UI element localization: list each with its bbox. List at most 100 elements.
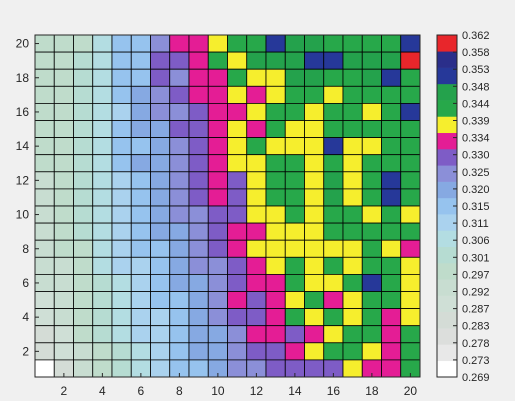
heatmap-cell xyxy=(169,51,190,70)
heatmap-cell xyxy=(246,137,267,156)
heatmap-cell xyxy=(227,239,248,258)
heatmap-cell xyxy=(130,188,151,207)
colorbar-segment xyxy=(437,35,457,52)
colorbar-tick-label: 0.334 xyxy=(462,133,490,145)
heatmap-cell xyxy=(111,137,132,156)
heatmap-cell xyxy=(53,256,74,275)
heatmap-cell xyxy=(92,256,113,275)
y-tick-label: 10 xyxy=(16,208,30,222)
colorbar-tick-label: 0.315 xyxy=(462,201,490,213)
heatmap-cell xyxy=(342,291,363,310)
colorbar-tick-label: 0.358 xyxy=(462,47,490,59)
heatmap-cell xyxy=(53,273,74,292)
heatmap-cell xyxy=(207,51,228,70)
heatmap-cell xyxy=(284,34,305,53)
heatmap-cell xyxy=(304,222,325,241)
heatmap-cell xyxy=(400,239,421,258)
heatmap-cell xyxy=(265,205,286,224)
colorbar-tick-label: 0.287 xyxy=(462,304,490,316)
heatmap-cell xyxy=(361,154,382,173)
heatmap-cell xyxy=(73,68,94,87)
heatmap-cell xyxy=(381,188,402,207)
heatmap-cell xyxy=(400,273,421,292)
heatmap-cell xyxy=(265,342,286,361)
heatmap-cell xyxy=(73,222,94,241)
heatmap-cell xyxy=(150,171,171,190)
heatmap-cell xyxy=(227,34,248,53)
heatmap-cell xyxy=(342,85,363,104)
heatmap-cell xyxy=(265,154,286,173)
heatmap-cell xyxy=(246,291,267,310)
y-tick-label: 6 xyxy=(22,276,29,290)
heatmap-cell xyxy=(246,85,267,104)
heatmap-cell xyxy=(265,171,286,190)
colorbar-tick-label: 0.320 xyxy=(462,184,490,196)
heatmap-cell xyxy=(304,68,325,87)
heatmap-cell xyxy=(304,34,325,53)
heatmap-cell xyxy=(111,342,132,361)
heatmap-cell xyxy=(246,205,267,224)
heatmap-cell xyxy=(188,256,209,275)
heatmap-cell xyxy=(207,239,228,258)
x-tick-label: 8 xyxy=(176,384,183,398)
heatmap-cell xyxy=(53,34,74,53)
colorbar-segment xyxy=(437,132,457,150)
heatmap-cell xyxy=(227,359,248,378)
x-tick-label: 18 xyxy=(365,384,379,398)
heatmap-cell xyxy=(381,85,402,104)
heatmap-cell xyxy=(304,325,325,344)
colorbar-segment xyxy=(437,311,457,329)
heatmap-cell xyxy=(381,51,402,70)
colorbar-segment xyxy=(437,230,457,248)
heatmap-cell xyxy=(284,137,305,156)
heatmap-cell xyxy=(130,205,151,224)
heatmap-cell xyxy=(169,342,190,361)
heatmap-cell xyxy=(188,34,209,53)
heatmap-cell xyxy=(111,308,132,327)
heatmap-cell xyxy=(207,256,228,275)
heatmap-cell xyxy=(284,205,305,224)
heatmap-cell xyxy=(284,120,305,139)
heatmap-cell xyxy=(381,359,402,378)
heatmap-cell xyxy=(207,34,228,53)
x-tick-label: 12 xyxy=(250,384,264,398)
heatmap-cell xyxy=(361,239,382,258)
heatmap-cell xyxy=(150,103,171,121)
heatmap-cell xyxy=(73,120,94,139)
colorbar-segment xyxy=(437,181,457,199)
heatmap-cell xyxy=(111,273,132,292)
y-tick-label: 16 xyxy=(16,105,30,119)
heatmap-cell xyxy=(304,256,325,275)
colorbar xyxy=(436,34,458,378)
heatmap-cell xyxy=(207,103,228,121)
heatmap-cell xyxy=(73,256,94,275)
heatmap-cell xyxy=(265,291,286,310)
heatmap-cell xyxy=(323,120,344,139)
heatmap-cell xyxy=(284,308,305,327)
y-tick-label: 20 xyxy=(16,37,30,51)
heatmap-cell xyxy=(73,205,94,224)
heatmap-cell xyxy=(169,325,190,344)
heatmap-cell xyxy=(323,103,344,121)
heatmap-cell xyxy=(53,325,74,344)
heatmap-cell xyxy=(73,188,94,207)
heatmap-cell xyxy=(130,103,151,121)
heatmap-cell xyxy=(381,256,402,275)
heatmap-cell xyxy=(188,68,209,87)
heatmap-cell xyxy=(400,256,421,275)
heatmap-cell xyxy=(111,239,132,258)
heatmap-cell xyxy=(284,239,305,258)
heatmap-cell xyxy=(111,34,132,53)
x-tick-label: 2 xyxy=(61,384,68,398)
heatmap-cell xyxy=(207,205,228,224)
heatmap-cell xyxy=(34,359,55,378)
colorbar-segment xyxy=(437,344,457,362)
heatmap-cell xyxy=(207,68,228,87)
x-tick-label: 16 xyxy=(327,384,341,398)
heatmap-cell xyxy=(169,188,190,207)
heatmap-cell xyxy=(284,222,305,241)
colorbar-tick-label: 0.311 xyxy=(462,218,489,230)
heatmap-cell xyxy=(400,137,421,156)
y-tick-label: 8 xyxy=(22,242,29,256)
heatmap-cell xyxy=(265,273,286,292)
